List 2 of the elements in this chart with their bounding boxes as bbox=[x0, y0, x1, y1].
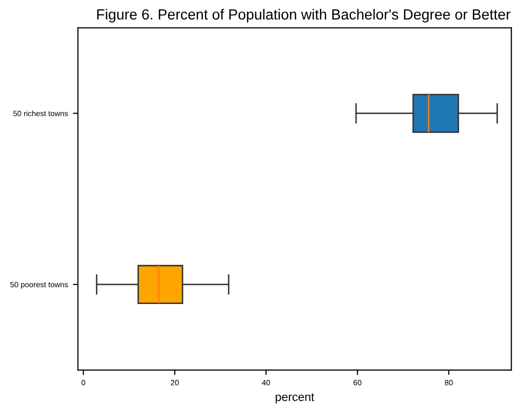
x-axis-title: percent bbox=[276, 393, 314, 404]
chart-title: Figure 6. Percent of Population with Bachelor's Degree or Better bbox=[97, 8, 510, 22]
